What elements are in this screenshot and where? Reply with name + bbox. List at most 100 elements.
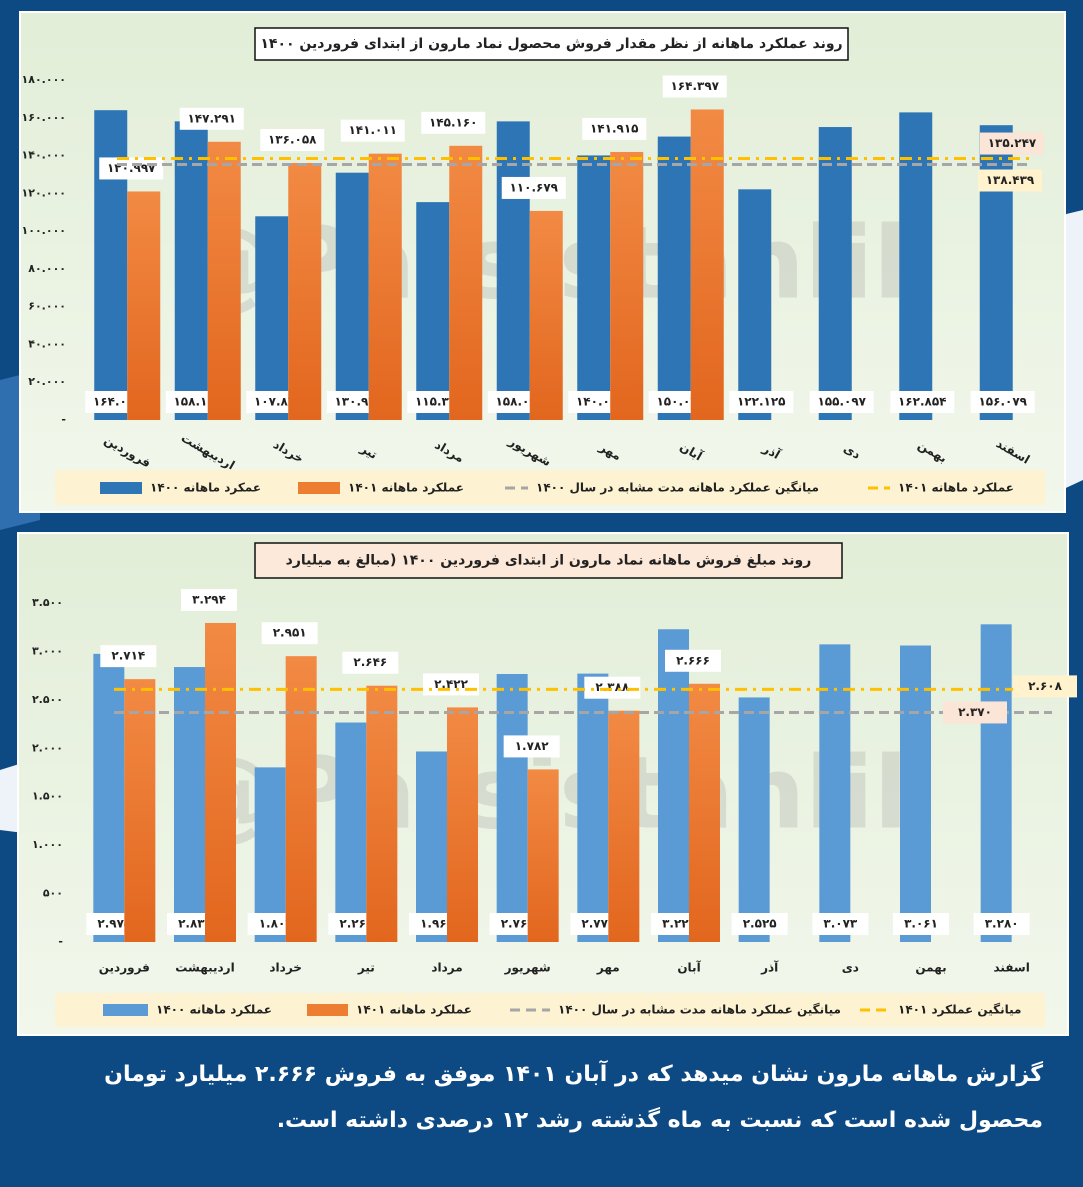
legend-label: عمکرد ماهانه ۱۴۰۰ (150, 481, 261, 495)
value-label: ۲.۶۴۶ (353, 655, 387, 669)
bar (577, 155, 611, 420)
label-box (729, 391, 794, 413)
average-label: ۲.۶۰۸ (1028, 679, 1063, 693)
y-tick-label: ۶۰.۰۰۰ (28, 300, 66, 313)
value-label: ۱۶۲.۸۵۴ (898, 395, 947, 409)
value-label: ۳.۲۸۰ (985, 917, 1019, 931)
y-tick-label: ۸۰.۰۰۰ (28, 262, 66, 275)
value-label: ۲.۲۶۶ (339, 917, 373, 931)
legend-swatch (100, 482, 142, 494)
x-tick-label: دی (842, 961, 859, 975)
label-box (809, 391, 874, 413)
legend-label: عملکرد ماهانه ۱۴۰۱ (356, 1003, 472, 1017)
value-label: ۲.۵۲۵ (743, 917, 777, 931)
value-label: ۱۴۵.۱۶۰ (429, 115, 478, 129)
value-label: ۳.۰۷۳ (823, 917, 858, 931)
bar (657, 136, 691, 421)
bar (658, 629, 689, 942)
label-box (584, 676, 641, 699)
label-box (973, 913, 1030, 935)
bar (255, 216, 289, 420)
bar (93, 653, 125, 942)
value-label: ۱۵۵.۰۹۷ (817, 395, 866, 409)
value-label: ۳.۲۲۹ (662, 917, 697, 931)
bar (335, 722, 367, 942)
caption: گزارش ماهانه مارون نشان میدهد که در آبان… (104, 1062, 1043, 1133)
y-tick-label: ۱.۵۰۰ (32, 790, 63, 803)
value-label: ۲.۹۷۵ (97, 917, 131, 931)
legend-label: عملکرد ماهانه ۱۴۰۱ (348, 481, 464, 495)
y-tick-label: - (61, 413, 66, 426)
value-label: ۱۳۶.۰۵۸ (268, 133, 317, 147)
value-label: ۱۶۴.۳۹۷ (670, 79, 719, 93)
value-label: ۲.۸۳۹ (178, 917, 213, 931)
bar (288, 163, 322, 420)
label-box (100, 645, 157, 668)
value-label: ۱۱۰.۶۷۹ (509, 180, 558, 194)
title-box (254, 27, 849, 61)
y-tick-label: ۱۶۰.۰۰۰ (22, 111, 66, 124)
label-box (261, 622, 318, 645)
y-tick-label: ۱.۰۰۰ (32, 838, 63, 851)
label-box (340, 119, 405, 142)
y-tick-label: ۱۴۰.۰۰۰ (22, 149, 66, 162)
y-tick-label: ۳.۰۰۰ (32, 644, 63, 657)
y-tick-label: ۱۰۰.۰۰۰ (22, 224, 66, 237)
bar (900, 645, 931, 942)
value-label: ۲.۷۷۱ (581, 917, 615, 931)
x-tick-label: مرداد (431, 961, 462, 975)
bar (496, 673, 528, 942)
label-box (662, 75, 727, 98)
label-box (970, 391, 1035, 413)
legend-label: میانگین عملکرد ۱۴۰۱ (898, 1003, 1021, 1017)
y-tick-label: ۲۰.۰۰۰ (28, 375, 66, 388)
value-label: ۲.۷۱۴ (111, 649, 145, 663)
bar (416, 202, 450, 420)
legend-swatch (103, 1004, 148, 1016)
bar (577, 673, 609, 942)
bar (174, 667, 205, 942)
bar (738, 697, 770, 942)
x-tick-label: اردیبهشت (175, 961, 234, 975)
bar (449, 145, 483, 420)
legend-label: عملکرد ماهانه ۱۴۰۱ (898, 481, 1014, 495)
bar (127, 191, 161, 420)
label-box (812, 913, 869, 935)
bar (818, 127, 852, 420)
bar (819, 644, 851, 942)
x-tick-label: آذر (760, 960, 779, 975)
bar (690, 109, 724, 420)
label-box (893, 913, 949, 935)
legend-swatch (307, 1004, 348, 1016)
x-tick-label: فروردین (99, 961, 150, 976)
x-tick-label: تیر (357, 961, 375, 975)
label-box (978, 169, 1042, 192)
bar (979, 125, 1013, 420)
value-label: ۲.۷۶۷ (501, 917, 536, 931)
label-box (890, 391, 955, 413)
value-label: ۱۴۱.۰۱۱ (348, 123, 397, 137)
label-box (260, 129, 325, 152)
bar (980, 624, 1012, 942)
value-label: ۲.۶۶۶ (676, 653, 710, 667)
bar (174, 121, 208, 420)
label-box (503, 735, 560, 758)
label-box (1013, 675, 1077, 698)
x-tick-label: خرداد (269, 961, 302, 975)
bar (285, 656, 317, 942)
value-label: ۱۵۶.۰۷۹ (978, 395, 1027, 409)
x-tick-label: شهریور (504, 961, 551, 976)
x-tick-label: بهمن (915, 961, 946, 975)
average-label: ۱۳۸.۴۳۹ (986, 173, 1035, 187)
bar (205, 622, 236, 942)
y-tick-label: ۲.۰۰۰ (32, 741, 63, 754)
bar (124, 679, 156, 942)
bar (368, 153, 402, 421)
average-label: ۱۳۵.۲۴۷ (988, 136, 1037, 150)
chart-title: روند مبلغ فروش ماهانه نماد مارون از ابتد… (286, 553, 812, 569)
x-tick-label: آبان (677, 960, 701, 975)
y-tick-label: ۳.۵۰۰ (32, 596, 63, 609)
bar (527, 769, 559, 942)
